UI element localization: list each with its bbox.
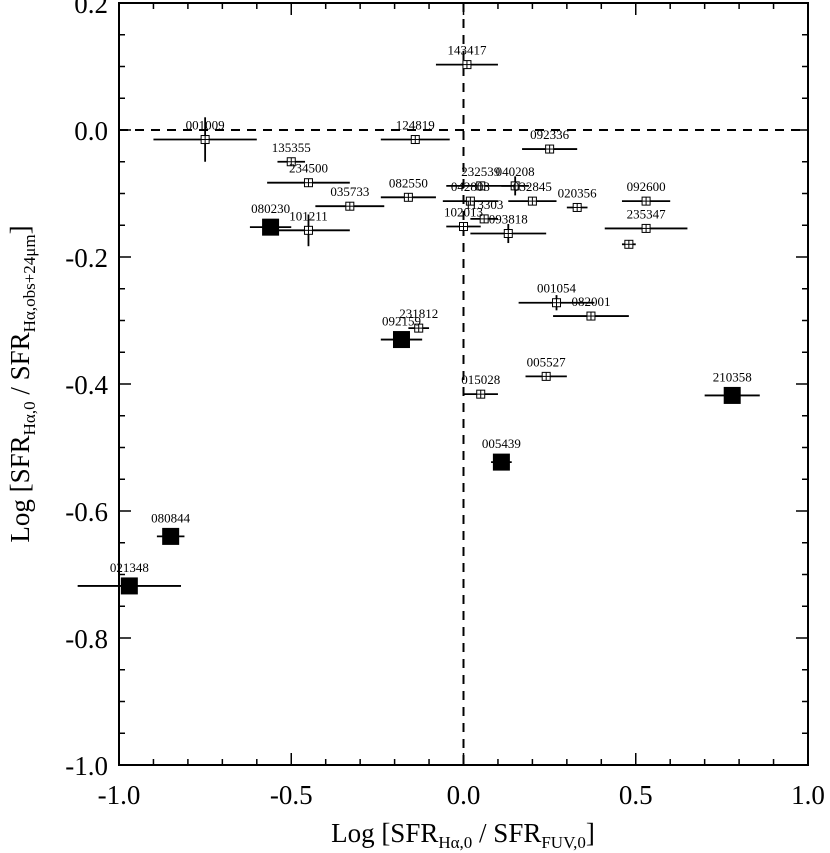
point-label: 092159 xyxy=(382,314,421,329)
filled-square-marker xyxy=(120,577,138,595)
point-label: 001009 xyxy=(186,118,225,133)
point-label: 001054 xyxy=(537,281,577,296)
point-label: 231812 xyxy=(399,306,438,321)
point-label: 210358 xyxy=(713,369,752,384)
point-label: 232539 xyxy=(461,164,500,179)
filled-square-marker xyxy=(162,527,180,545)
point-label: 135355 xyxy=(272,140,311,155)
point-label: 020356 xyxy=(558,185,598,200)
point-label: 042803 xyxy=(451,179,490,194)
y-tick-label: -0.8 xyxy=(65,624,108,654)
point-label: 005439 xyxy=(482,436,521,451)
point-label: 015028 xyxy=(461,372,500,387)
x-tick-label: 1.0 xyxy=(791,780,825,810)
y-tick-label: 0.2 xyxy=(74,0,108,19)
y-tick-label: -0.2 xyxy=(65,243,108,273)
point-label: 035733 xyxy=(330,184,369,199)
filled-square-marker xyxy=(723,386,741,404)
y-tick-label: -0.4 xyxy=(65,370,108,400)
point-label: 124819 xyxy=(396,118,435,133)
filled-square-marker xyxy=(262,218,280,236)
point-label: 102013 xyxy=(444,205,483,220)
filled-square-marker xyxy=(392,331,410,349)
point-label: 082550 xyxy=(389,175,428,190)
x-tick-label: -0.5 xyxy=(270,780,313,810)
point-label: 092336 xyxy=(530,127,570,142)
data-points xyxy=(77,60,760,595)
point-label: 080844 xyxy=(151,510,191,525)
point-labels: 143417 001009 124819 092336 135355 234500 0402… xyxy=(110,43,752,575)
point-label: 235347 xyxy=(627,206,667,221)
reference-lines xyxy=(119,3,808,765)
point-label: 093818 xyxy=(489,212,528,227)
filled-square-marker xyxy=(492,453,510,471)
point-label: 101211 xyxy=(289,208,328,223)
y-tick-label: 0.0 xyxy=(74,116,108,146)
x-tick-label: 0.5 xyxy=(619,780,653,810)
y-tick-label: -1.0 xyxy=(65,751,108,781)
point-label: 234500 xyxy=(289,161,328,176)
axis-ticks: -1.0 -0.5 0.0 0.5 1.0 -1.0 -0.8 -0.6 -0.4 -0.2 0.0… xyxy=(65,0,825,810)
point-label: 005527 xyxy=(527,354,567,369)
point-label: 082001 xyxy=(571,294,610,309)
point-label: 032845 xyxy=(513,179,552,194)
x-axis-title: Log [SFRHα,0 / SFRFUV,0] xyxy=(331,818,595,852)
point-label: 021348 xyxy=(110,560,149,575)
point-label: 040208 xyxy=(496,164,535,179)
point-label: 113303 xyxy=(465,197,504,212)
point-label: 143417 xyxy=(447,43,487,58)
x-tick-label: -1.0 xyxy=(98,780,141,810)
y-axis-title: Log [SFRHα,0 / SFRHα,obs+24μm] xyxy=(5,225,39,542)
y-tick-label: -0.6 xyxy=(65,497,108,527)
x-tick-label: 0.0 xyxy=(447,780,481,810)
point-label: 080230 xyxy=(251,201,290,216)
point-label: 092600 xyxy=(627,179,666,194)
